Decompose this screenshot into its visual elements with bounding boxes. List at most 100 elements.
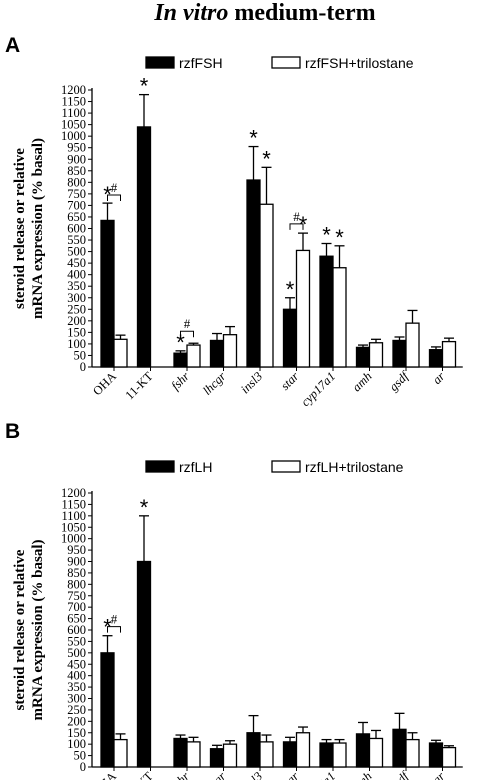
x-category-label: OHA xyxy=(90,369,119,398)
y-tick-label: 550 xyxy=(67,634,86,648)
y-axis-label-line1: steroid release or relative xyxy=(12,148,28,309)
y-tick-label: 100 xyxy=(67,337,86,351)
y-tick-label: 1000 xyxy=(61,129,86,143)
y-tick-label: 700 xyxy=(67,600,86,614)
bar xyxy=(405,322,420,368)
significance-hash: # xyxy=(293,209,300,224)
bar xyxy=(392,339,407,368)
bar xyxy=(441,746,457,768)
significance-hash: # xyxy=(111,180,118,195)
y-tick-label: 1050 xyxy=(61,118,86,132)
significance-star: * xyxy=(262,146,271,171)
y-tick-label: 150 xyxy=(67,726,86,740)
x-category-label: insl3 xyxy=(238,369,265,396)
bar xyxy=(355,733,371,768)
bar xyxy=(319,742,334,768)
x-category-label: lhcgr xyxy=(200,369,229,398)
bar xyxy=(136,560,152,768)
x-category-label: amh xyxy=(349,769,374,780)
x-category-label: insl3 xyxy=(238,769,265,780)
y-tick-label: 500 xyxy=(67,646,86,660)
y-tick-label: 850 xyxy=(67,566,86,580)
bar xyxy=(332,742,347,768)
legend-swatch xyxy=(145,56,175,69)
significance-star: * xyxy=(249,126,258,151)
y-tick-label: 250 xyxy=(67,703,86,717)
y-tick-label: 1150 xyxy=(61,95,86,109)
y-tick-label: 100 xyxy=(67,737,86,751)
legend-swatch xyxy=(145,460,175,473)
significance-hash: # xyxy=(111,612,118,627)
significance-star: * xyxy=(335,225,344,250)
bar xyxy=(113,738,128,768)
y-tick-label: 650 xyxy=(67,612,86,626)
y-tick-label: 800 xyxy=(67,175,86,189)
significance-star: * xyxy=(176,330,185,355)
legend-label: rzfLH+trilostane xyxy=(305,459,404,475)
x-category-label: 11-KT xyxy=(122,369,155,402)
y-axis-label-line1: steroid release or relative xyxy=(12,549,28,710)
x-category-label: fshr xyxy=(168,769,192,780)
y-tick-label: 450 xyxy=(67,657,86,671)
y-tick-label: 600 xyxy=(67,222,86,236)
bar xyxy=(428,742,444,768)
bar xyxy=(173,352,188,368)
panel-letter: A xyxy=(5,34,20,57)
y-tick-label: 750 xyxy=(67,589,86,603)
y-tick-label: 700 xyxy=(67,198,86,212)
figure-title-rest: medium-term xyxy=(228,0,375,26)
bar xyxy=(259,741,274,768)
y-tick-label: 0 xyxy=(80,360,86,374)
bar xyxy=(173,737,188,768)
bar xyxy=(209,748,225,768)
bar xyxy=(186,344,201,368)
bar xyxy=(246,732,261,768)
y-tick-label: 650 xyxy=(67,210,86,224)
y-tick-label: 1100 xyxy=(61,509,86,523)
y-tick-label: 1200 xyxy=(61,486,86,500)
bar xyxy=(282,308,298,368)
bar xyxy=(295,249,311,368)
y-tick-label: 900 xyxy=(67,152,86,166)
bar xyxy=(392,728,407,768)
bar xyxy=(405,738,420,768)
y-tick-label: 850 xyxy=(67,164,86,178)
y-tick-label: 450 xyxy=(67,256,86,270)
figure-title-italic: In vitro xyxy=(153,0,228,26)
significance-bracket xyxy=(289,223,304,230)
x-category-label: star xyxy=(278,369,302,393)
bar xyxy=(209,339,225,368)
y-tick-label: 0 xyxy=(80,760,86,774)
y-tick-label: 1100 xyxy=(61,106,86,120)
x-category-label: 11-KT xyxy=(122,769,155,780)
x-category-label: ar xyxy=(430,769,448,780)
x-category-label: lhcgr xyxy=(200,769,229,780)
bar xyxy=(222,334,238,368)
y-tick-label: 350 xyxy=(67,680,86,694)
y-tick-label: 350 xyxy=(67,279,86,293)
bar xyxy=(319,255,334,368)
bar xyxy=(222,743,238,768)
y-axis-label-line2: mRNA expression (% basal) xyxy=(30,540,46,721)
bar xyxy=(186,741,201,768)
y-tick-label: 1050 xyxy=(61,520,86,534)
y-tick-label: 50 xyxy=(74,348,87,362)
significance-star: * xyxy=(140,495,149,520)
legend-swatch xyxy=(271,56,301,69)
x-category-label: gsdf xyxy=(386,768,412,780)
y-tick-label: 400 xyxy=(67,669,86,683)
x-category-label: star xyxy=(278,769,302,780)
x-category-label: cyp17a1 xyxy=(298,369,338,409)
bar xyxy=(295,732,311,768)
y-tick-label: 750 xyxy=(67,187,86,201)
y-tick-label: 150 xyxy=(67,325,86,339)
bar xyxy=(100,219,115,368)
legend-swatch xyxy=(271,460,301,473)
legend-label: rzfFSH xyxy=(179,55,223,71)
y-tick-label: 250 xyxy=(67,302,86,316)
bar xyxy=(136,126,152,368)
bar xyxy=(441,340,457,368)
y-tick-label: 200 xyxy=(67,714,86,728)
bar xyxy=(259,203,274,368)
